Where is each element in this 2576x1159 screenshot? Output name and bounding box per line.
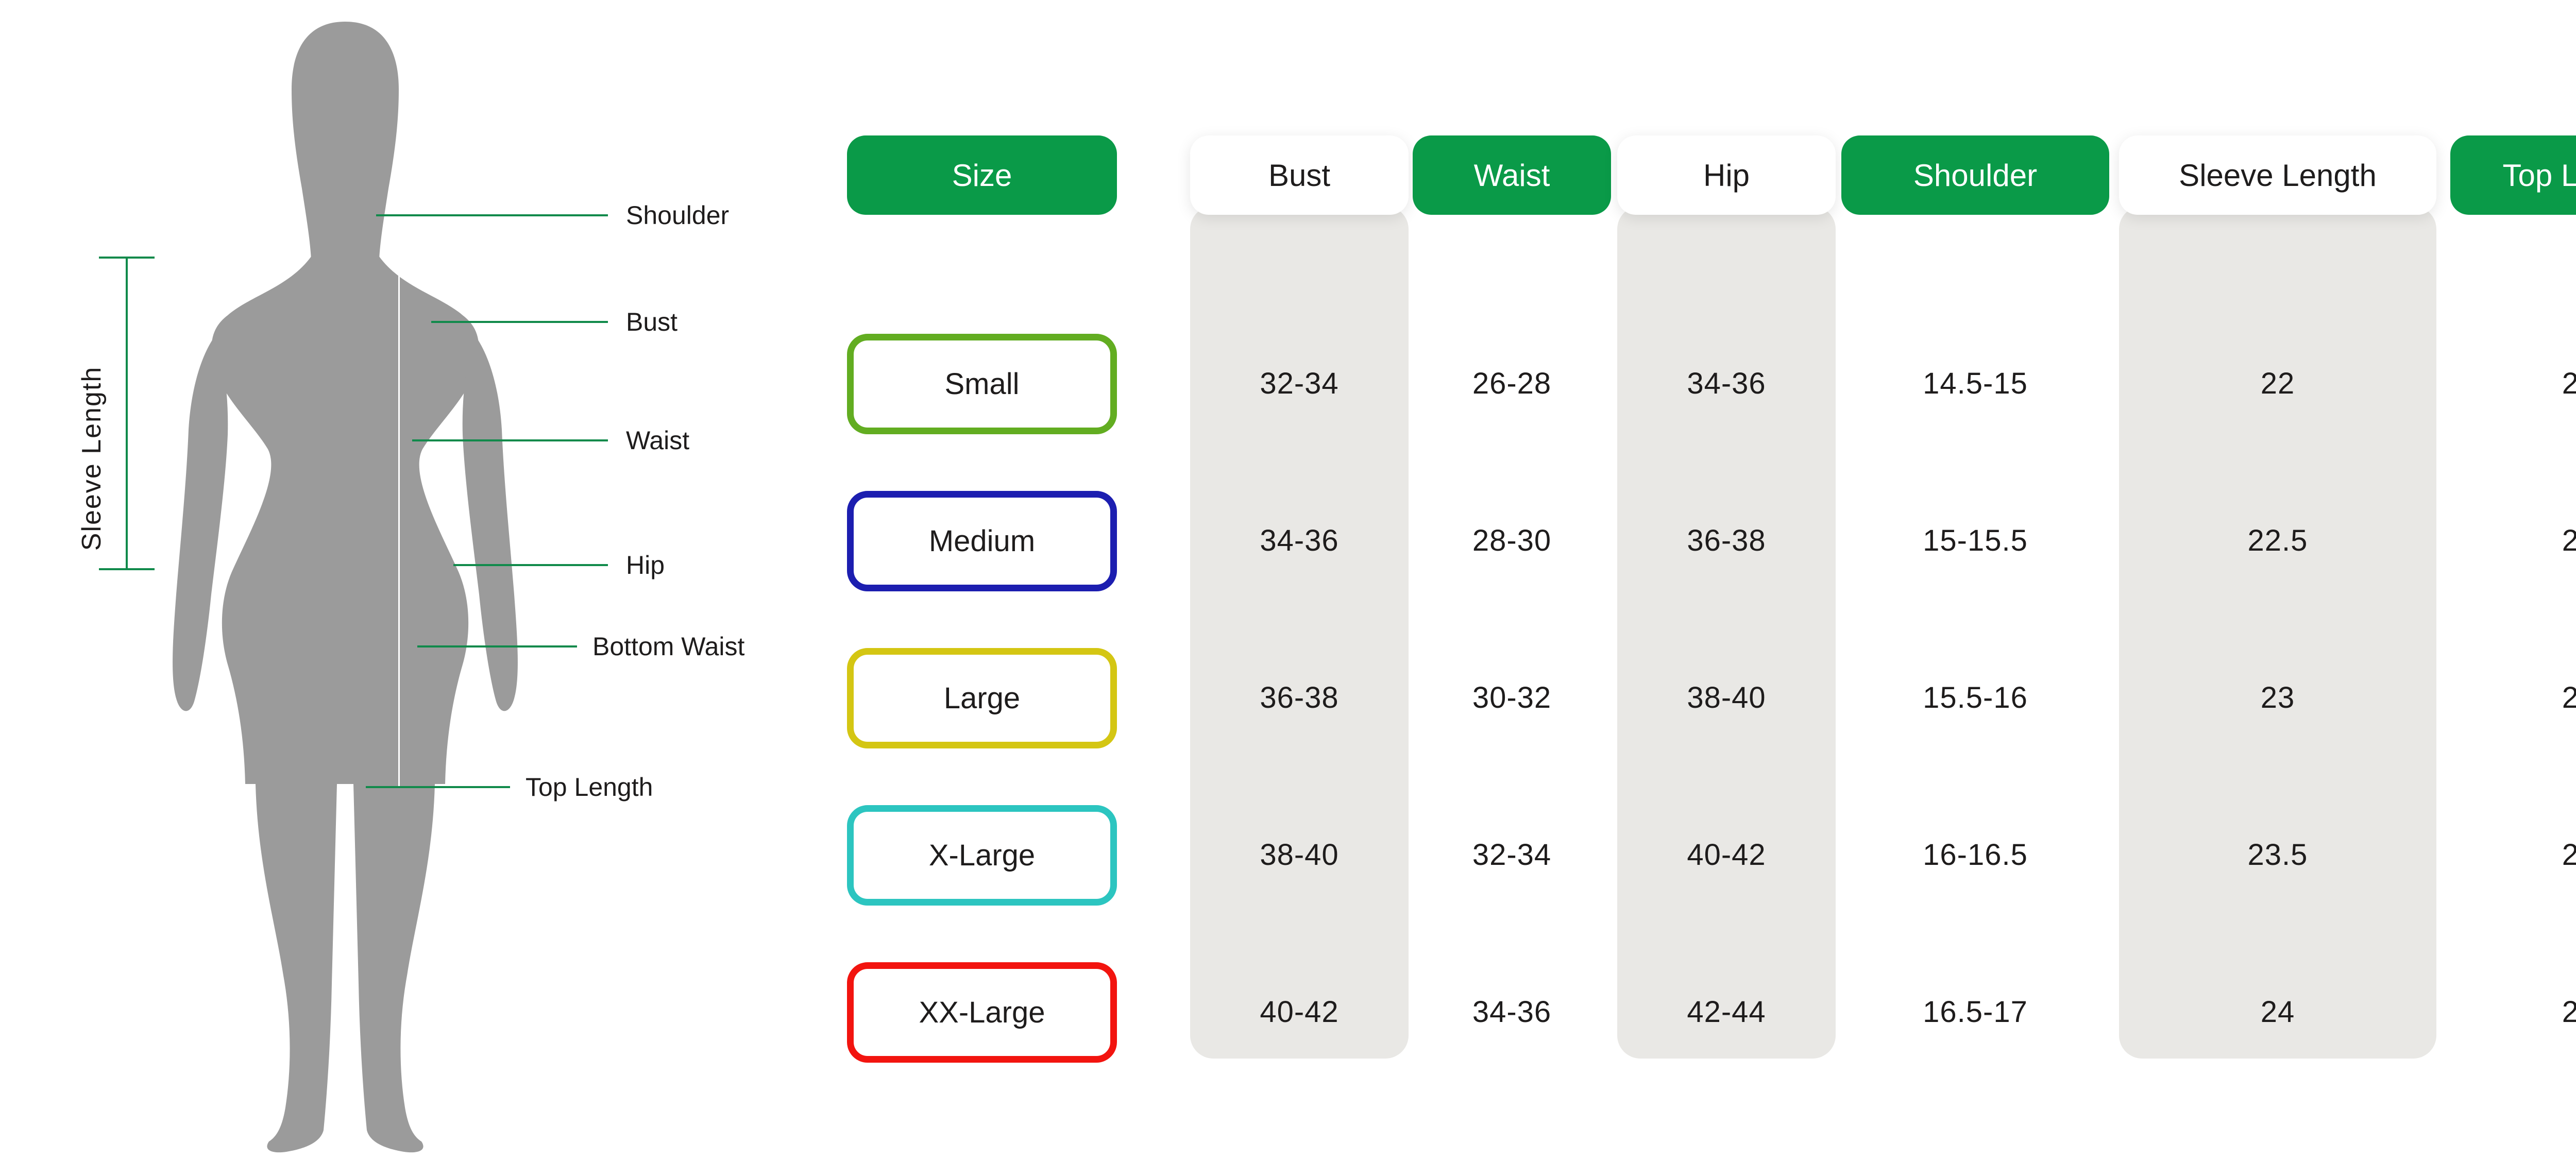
cell-sleeve-length-x-large: 23.5 bbox=[2247, 838, 2308, 872]
waist-figure-label: Waist bbox=[626, 426, 690, 455]
cell-top-length-large: 26 bbox=[2562, 681, 2576, 714]
col-header-waist: Waist bbox=[1413, 135, 1611, 215]
shoulder-figure-label: Shoulder bbox=[626, 201, 730, 230]
cell-bust-x-large: 38-40 bbox=[1260, 838, 1339, 872]
bottom-waist-figure-label: Bottom Waist bbox=[592, 632, 745, 661]
sleeve-length-column-stripe bbox=[2119, 206, 2436, 1059]
cell-hip-x-large: 40-42 bbox=[1687, 838, 1766, 872]
size-button-x-large-label: X-Large bbox=[928, 839, 1036, 872]
cell-sleeve-length-xx-large: 24 bbox=[2260, 995, 2295, 1029]
col-header-waist-label: Waist bbox=[1473, 158, 1550, 193]
size-button-xx-large-label: XX-Large bbox=[919, 996, 1045, 1029]
figure-center-guide-line bbox=[398, 215, 400, 787]
cell-shoulder-small: 14.5-15 bbox=[1923, 367, 2028, 400]
col-header-sleeve-length-label: Sleeve Length bbox=[2179, 158, 2377, 193]
cell-hip-medium: 36-38 bbox=[1687, 524, 1766, 557]
cell-top-length-xx-large: 28 bbox=[2562, 995, 2576, 1029]
bottom-waist-measure-line bbox=[417, 645, 577, 647]
bust-figure-label: Bust bbox=[626, 308, 678, 336]
cell-bust-medium: 34-36 bbox=[1260, 524, 1339, 557]
col-header-top-length-label: Top Length bbox=[2502, 158, 2576, 193]
sleeve-length-top-tick bbox=[99, 257, 155, 259]
cell-shoulder-medium: 15-15.5 bbox=[1923, 524, 2028, 557]
col-header-hip: Hip bbox=[1617, 135, 1836, 215]
cell-shoulder-large: 15.5-16 bbox=[1923, 681, 2028, 714]
hip-figure-label: Hip bbox=[626, 551, 665, 580]
size-button-x-large[interactable]: X-Large bbox=[847, 805, 1117, 906]
bust-column-stripe bbox=[1190, 206, 1409, 1059]
col-header-size: Size bbox=[847, 135, 1117, 215]
col-header-sleeve-length: Sleeve Length bbox=[2119, 135, 2436, 215]
col-header-bust: Bust bbox=[1190, 135, 1409, 215]
col-header-hip-label: Hip bbox=[1703, 158, 1750, 193]
cell-top-length-small: 24 bbox=[2562, 367, 2576, 400]
cell-hip-xx-large: 42-44 bbox=[1687, 995, 1766, 1029]
cell-sleeve-length-medium: 22.5 bbox=[2247, 524, 2308, 557]
top-length-measure-line bbox=[366, 786, 510, 788]
cell-bust-large: 36-38 bbox=[1260, 681, 1339, 714]
size-button-small-label: Small bbox=[944, 367, 1020, 401]
waist-measure-line bbox=[412, 439, 608, 441]
col-header-top-length: Top Length bbox=[2450, 135, 2576, 215]
cell-hip-small: 34-36 bbox=[1687, 367, 1766, 400]
bust-measure-line bbox=[431, 321, 608, 323]
cell-waist-medium: 28-30 bbox=[1472, 524, 1552, 557]
cell-bust-small: 32-34 bbox=[1260, 367, 1339, 400]
cell-sleeve-length-small: 22 bbox=[2260, 367, 2295, 400]
col-header-size-label: Size bbox=[952, 158, 1012, 193]
col-header-shoulder: Shoulder bbox=[1841, 135, 2109, 215]
sleeve-length-bottom-tick bbox=[99, 568, 155, 570]
cell-sleeve-length-large: 23 bbox=[2260, 681, 2295, 714]
cell-hip-large: 38-40 bbox=[1687, 681, 1766, 714]
size-button-small[interactable]: Small bbox=[847, 334, 1117, 434]
cell-waist-xx-large: 34-36 bbox=[1472, 995, 1552, 1029]
cell-waist-large: 30-32 bbox=[1472, 681, 1552, 714]
col-header-bust-label: Bust bbox=[1268, 158, 1331, 193]
shoulder-measure-line bbox=[376, 214, 608, 216]
size-button-large[interactable]: Large bbox=[847, 648, 1117, 748]
hip-column-stripe bbox=[1617, 206, 1836, 1059]
sleeve-length-figure-label: Sleeve Length bbox=[77, 366, 107, 551]
cell-top-length-medium: 25 bbox=[2562, 524, 2576, 557]
cell-shoulder-xx-large: 16.5-17 bbox=[1923, 995, 2028, 1029]
cell-shoulder-x-large: 16-16.5 bbox=[1923, 838, 2028, 872]
col-header-shoulder-label: Shoulder bbox=[1913, 158, 2038, 193]
cell-waist-small: 26-28 bbox=[1472, 367, 1552, 400]
cell-bust-xx-large: 40-42 bbox=[1260, 995, 1339, 1029]
sleeve-length-bracket-line bbox=[126, 257, 128, 569]
size-button-medium-label: Medium bbox=[928, 524, 1036, 558]
size-button-medium[interactable]: Medium bbox=[847, 491, 1117, 591]
cell-top-length-x-large: 27 bbox=[2562, 838, 2576, 872]
size-button-xx-large[interactable]: XX-Large bbox=[847, 962, 1117, 1063]
hip-measure-line bbox=[453, 564, 608, 566]
body-silhouette bbox=[173, 22, 518, 1153]
cell-waist-x-large: 32-34 bbox=[1472, 838, 1552, 872]
size-button-large-label: Large bbox=[943, 681, 1021, 715]
top-length-figure-label: Top Length bbox=[526, 773, 653, 802]
